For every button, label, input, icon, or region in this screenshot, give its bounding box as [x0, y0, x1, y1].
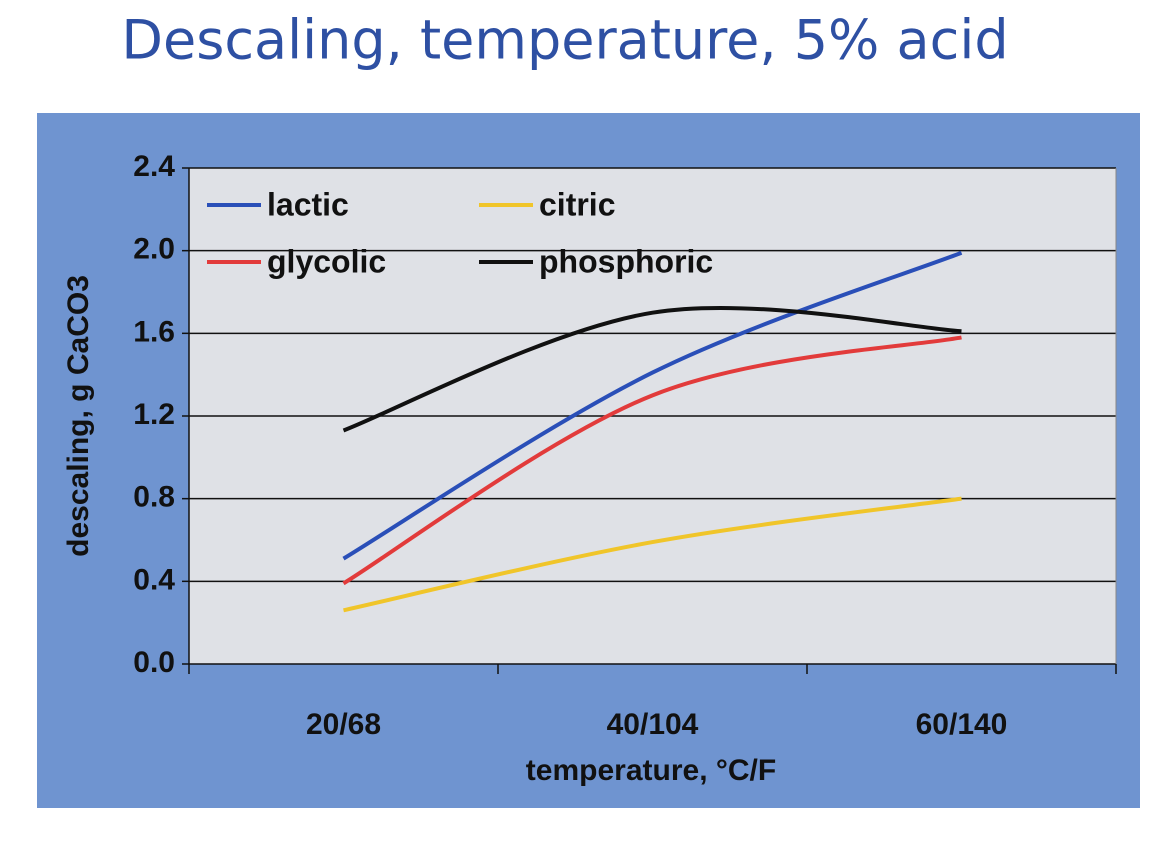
chart-title: Descaling, temperature, 5% acid — [121, 9, 1008, 72]
y-tick-label: 1.2 — [133, 398, 175, 431]
legend-label: lactic — [267, 186, 349, 222]
series-line — [343, 496, 962, 613]
y-tick-label: 0.0 — [133, 646, 175, 679]
x-tick-label: 40/104 — [607, 708, 699, 741]
x-tick-label: 20/68 — [306, 708, 381, 741]
y-tick-label: 2.4 — [133, 150, 175, 183]
y-tick-label: 1.6 — [133, 315, 175, 348]
series-line — [342, 305, 962, 433]
legend-label: phosphoric — [539, 243, 713, 279]
x-tick-label: 60/140 — [916, 708, 1008, 741]
legend-label: glycolic — [267, 243, 386, 279]
x-axis-title: temperature, °C/F — [526, 754, 776, 787]
series-line — [342, 250, 963, 561]
y-axis-title: descaling, g CaCO3 — [62, 275, 95, 557]
y-tick-label: 0.4 — [133, 563, 175, 596]
series-line — [342, 335, 962, 586]
legend-label: citric — [539, 186, 615, 222]
y-tick-label: 2.0 — [133, 233, 175, 266]
y-tick-label: 0.8 — [133, 481, 175, 514]
